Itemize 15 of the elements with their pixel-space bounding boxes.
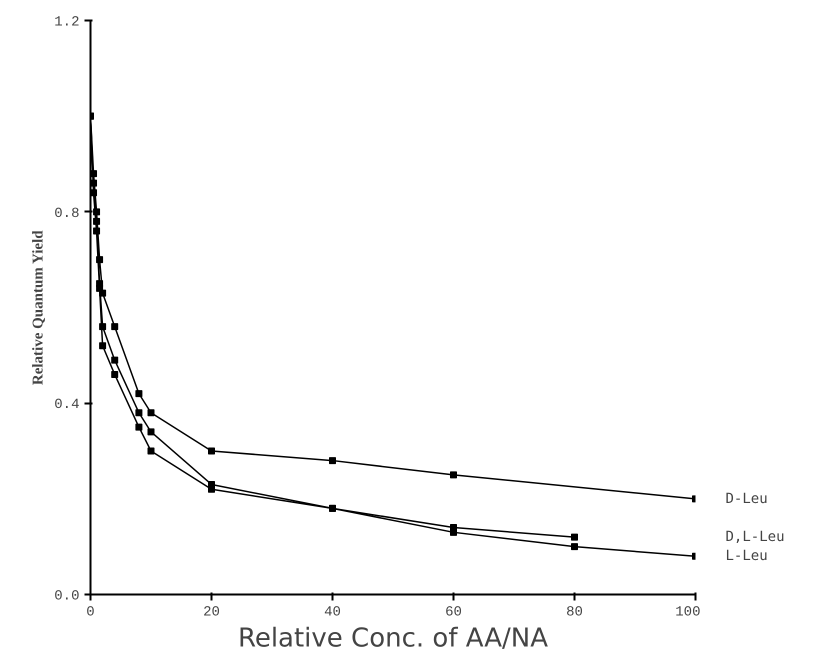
x-tick-label: 0 bbox=[86, 604, 95, 620]
text: D,L-Leu bbox=[726, 529, 785, 546]
y-tick-label: 0.8 bbox=[54, 206, 80, 222]
x-tick-label: 60 bbox=[445, 604, 462, 620]
x-axis-title: Relative Conc. of AA/NA bbox=[238, 624, 548, 654]
x-tick-label: 80 bbox=[566, 604, 583, 620]
series-label: L-Leu bbox=[726, 548, 768, 564]
y-tick-label: 0.0 bbox=[54, 588, 80, 604]
y-tick-label: 1.2 bbox=[54, 14, 80, 30]
x-tick-label: 40 bbox=[324, 604, 341, 620]
series-label: D-Leu bbox=[726, 490, 768, 507]
x-tick-label: 20 bbox=[203, 604, 220, 620]
x-tick-label: 100 bbox=[675, 604, 701, 620]
y-axis-title: Relative Quantum Yield bbox=[30, 230, 46, 386]
y-tick-label: 0.4 bbox=[54, 397, 80, 414]
